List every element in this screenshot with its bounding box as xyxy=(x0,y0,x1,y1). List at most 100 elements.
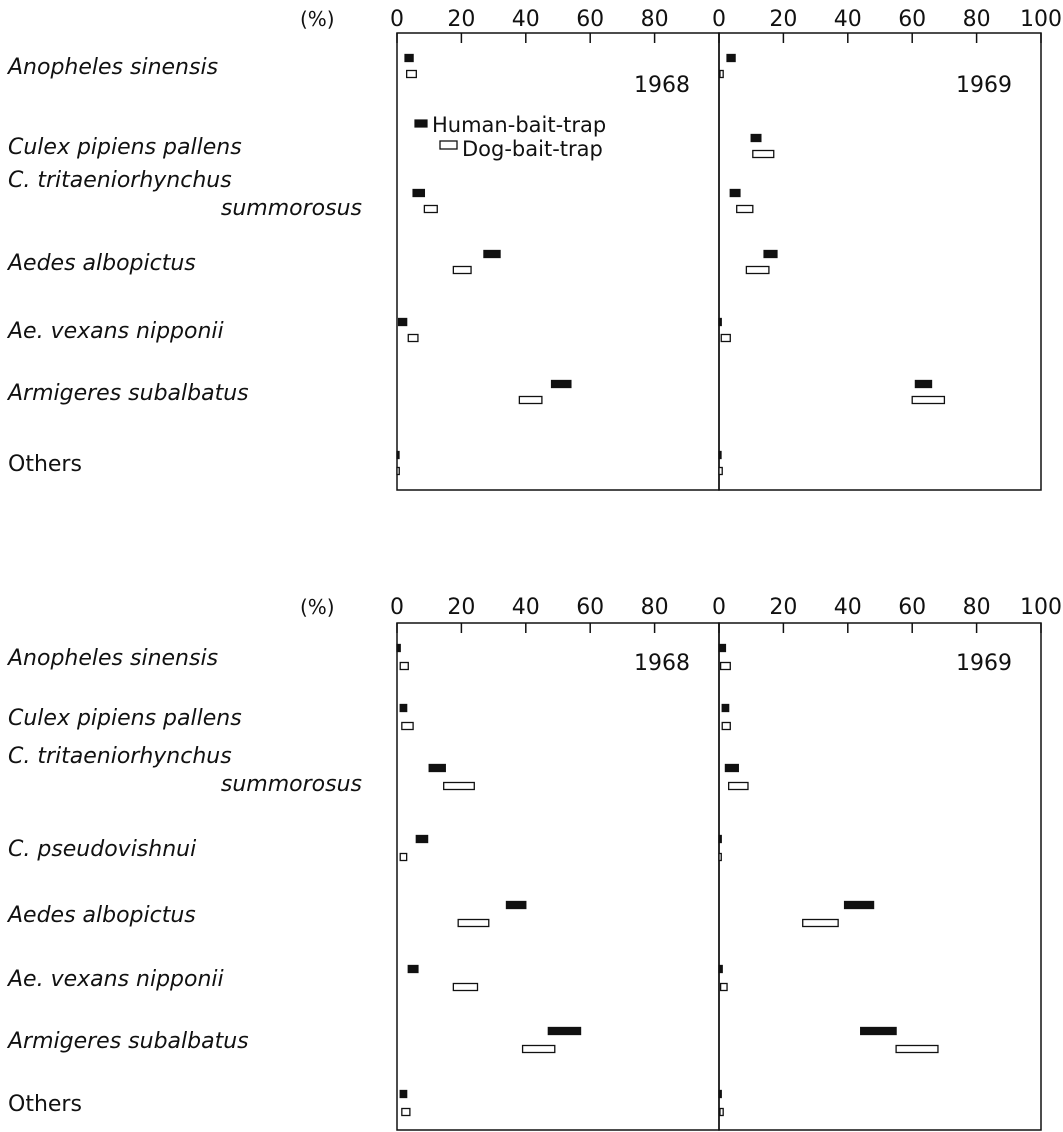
tick-label: 80 xyxy=(641,595,669,620)
dog-bait-bar xyxy=(720,333,731,343)
human-bait-bar xyxy=(396,450,400,460)
human-bait-bar xyxy=(415,834,429,844)
human-bait-bar xyxy=(721,703,730,713)
category-label: Aedes albopictus xyxy=(6,251,196,276)
tick-label: 80 xyxy=(641,7,669,32)
category-label: Anopheles sinensis xyxy=(6,55,218,80)
tick-label: 40 xyxy=(512,595,540,620)
dog-bait-bar xyxy=(719,1107,724,1117)
human-bait-bar xyxy=(399,703,408,713)
legend-label-dog: Dog-bait-trap xyxy=(462,137,603,161)
dog-bait-bar xyxy=(719,982,728,992)
tick-label: 20 xyxy=(769,7,797,32)
tick-label: 40 xyxy=(834,7,862,32)
tick-label: 40 xyxy=(512,7,540,32)
human-bait-bar xyxy=(724,763,739,773)
legend-swatch-human xyxy=(414,119,428,128)
category-label: Armigeres subalbatus xyxy=(6,381,249,406)
legend-swatch-dog xyxy=(439,140,458,150)
human-bait-bar xyxy=(860,1026,897,1036)
dog-bait-bar xyxy=(911,395,946,405)
category-label: Anopheles sinensis xyxy=(6,646,218,671)
category-label-line2: summorosus xyxy=(221,196,362,221)
human-bait-bar xyxy=(407,964,419,974)
dog-bait-bar xyxy=(407,333,419,343)
tick-label: 60 xyxy=(898,7,926,32)
tick-label: 80 xyxy=(963,7,991,32)
dog-bait-bar xyxy=(718,466,723,476)
tick-label: 0 xyxy=(390,7,404,32)
category-label: C. tritaeniorhynchus xyxy=(8,744,232,769)
tick-label: 20 xyxy=(447,7,475,32)
category-label: Others xyxy=(8,1092,82,1117)
year-label-1968: 1968 xyxy=(634,651,690,676)
dog-bait-bar xyxy=(721,721,731,731)
chart-panel-top: (%) 0 20 40 60 80 0 20 40 60 80 100 1968 1969 Anophele… xyxy=(6,7,1062,491)
axis-unit-label: (%) xyxy=(300,7,335,31)
category-label: Aedes albopictus xyxy=(6,903,196,928)
category-label: C. tritaeniorhynchus xyxy=(8,168,232,193)
dog-bait-bar xyxy=(457,918,490,928)
category-label: C. pseudovishnui xyxy=(8,837,196,862)
human-bait-bar xyxy=(718,834,722,844)
human-bait-bar xyxy=(547,1026,582,1036)
tick-label: 100 xyxy=(1020,7,1062,32)
tick-label: 60 xyxy=(898,595,926,620)
dog-bait-bar xyxy=(521,1044,556,1054)
panel-frame-1969 xyxy=(718,32,1042,491)
human-bait-bar xyxy=(718,1089,722,1099)
tick-label: 0 xyxy=(712,595,726,620)
category-label: Ae. vexans nipponii xyxy=(6,319,224,344)
dog-bait-bar xyxy=(736,204,754,214)
human-bait-bar xyxy=(550,379,572,389)
dog-bait-bar xyxy=(452,265,472,275)
human-bait-bar xyxy=(483,249,501,259)
chart-panel-bottom: (%) 0 20 40 60 80 0 20 40 60 80 100 1968 1969 Anophele… xyxy=(6,595,1062,1131)
tick-label: 40 xyxy=(834,595,862,620)
year-label-1968: 1968 xyxy=(634,73,690,98)
year-label-1969: 1969 xyxy=(956,651,1012,676)
tick-label: 60 xyxy=(576,7,604,32)
axis-unit-label: (%) xyxy=(300,595,335,619)
dog-bait-bar xyxy=(443,781,475,791)
dog-bait-bar xyxy=(406,69,417,79)
category-label: Armigeres subalbatus xyxy=(6,1029,249,1054)
human-bait-bar xyxy=(718,643,727,653)
tick-label: 20 xyxy=(447,595,475,620)
human-bait-bar xyxy=(399,1089,408,1099)
human-bait-bar xyxy=(718,964,723,974)
dog-bait-bar xyxy=(719,69,724,79)
dog-bait-bar xyxy=(452,982,479,992)
dog-bait-bar xyxy=(719,661,731,671)
human-bait-bar xyxy=(763,249,778,259)
human-bait-bar xyxy=(396,643,401,653)
human-bait-bar xyxy=(718,450,722,460)
tick-label: 20 xyxy=(769,595,797,620)
dog-bait-bar xyxy=(399,661,409,671)
tick-label: 100 xyxy=(1020,595,1062,620)
dog-bait-bar xyxy=(399,852,408,862)
tick-label: 80 xyxy=(963,595,991,620)
tick-label: 0 xyxy=(712,7,726,32)
dog-bait-bar xyxy=(423,204,438,214)
human-bait-bar xyxy=(750,133,762,143)
human-bait-bar xyxy=(505,900,527,910)
human-bait-bar xyxy=(718,317,722,327)
panel-frame-1968 xyxy=(396,32,720,491)
human-bait-bar xyxy=(412,188,426,198)
panel-frame-1969 xyxy=(718,622,1042,1131)
legend-label-human: Human-bait-trap xyxy=(432,113,606,137)
dog-bait-bar xyxy=(396,466,400,476)
dog-bait-bar xyxy=(728,781,749,791)
category-label: Culex pipiens pallens xyxy=(8,706,242,731)
human-bait-bar xyxy=(404,53,414,63)
dog-bait-bar xyxy=(518,395,543,405)
category-label: Others xyxy=(8,452,82,477)
year-label-1969: 1969 xyxy=(956,73,1012,98)
category-label-line2: summorosus xyxy=(221,772,362,797)
dog-bait-bar xyxy=(745,265,770,275)
category-label: Ae. vexans nipponii xyxy=(6,967,224,992)
panel-frame-1968 xyxy=(396,622,720,1131)
human-bait-bar xyxy=(914,379,933,389)
